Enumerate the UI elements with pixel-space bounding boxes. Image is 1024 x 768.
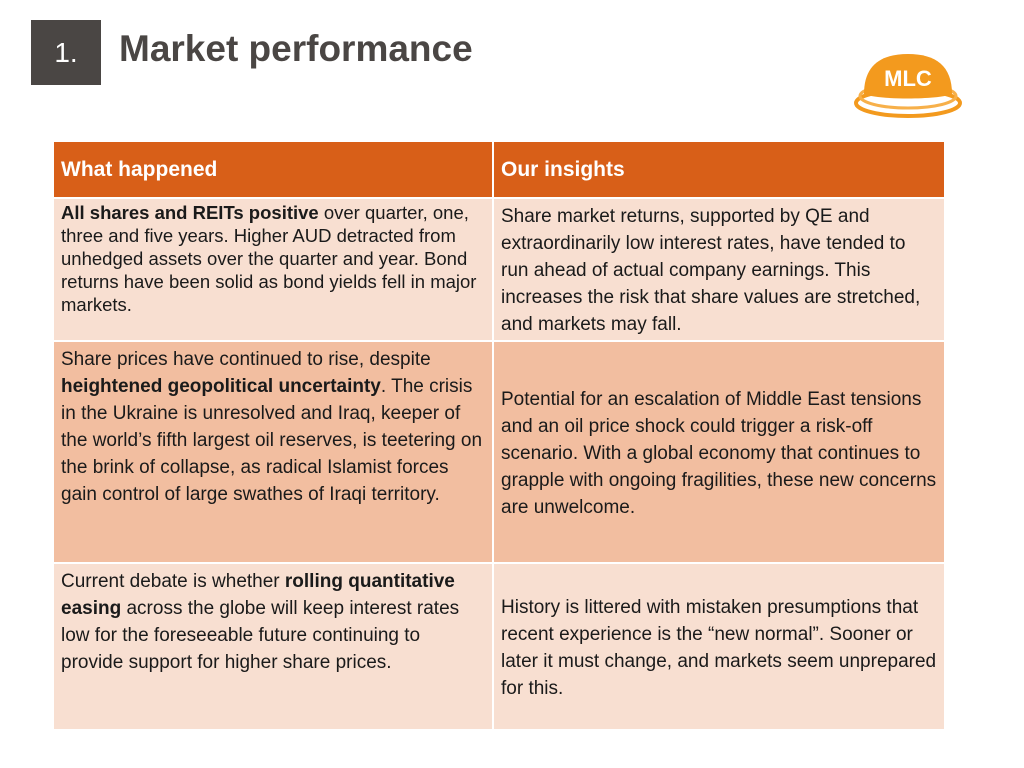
- table-row: Share prices have continued to rise, des…: [52, 340, 946, 564]
- logo-dome: [864, 54, 952, 99]
- bold-phrase: heightened geopolitical uncertainty: [61, 376, 381, 397]
- slide-title: Market performance: [119, 28, 473, 69]
- table-row: Current debate is whether rolling quanti…: [52, 562, 946, 731]
- cell-text-post: . The crisis in the Ukraine is unresolve…: [61, 376, 483, 505]
- market-performance-table: What happened Our insights All shares an…: [52, 140, 946, 731]
- table-row: All shares and REITs positive over quart…: [52, 197, 946, 342]
- mlc-logo: MLC: [854, 54, 962, 118]
- cell-text-pre: Share prices have continued to rise, des…: [61, 349, 431, 370]
- header-what-happened: What happened: [52, 140, 494, 199]
- insight-cell: History is littered with mistaken presum…: [492, 562, 946, 731]
- what-happened-cell: Share prices have continued to rise, des…: [52, 340, 494, 564]
- slide-number: 1.: [31, 20, 101, 85]
- cell-text: over quarter, one, three and five years.…: [61, 202, 477, 315]
- insight-cell: Potential for an escalation of Middle Ea…: [492, 340, 946, 564]
- what-happened-cell: Current debate is whether rolling quanti…: [52, 562, 494, 731]
- insight-cell: Share market returns, supported by QE an…: [492, 197, 946, 342]
- header-our-insights: Our insights: [492, 140, 946, 199]
- logo-text: MLC: [884, 66, 932, 91]
- what-happened-cell: All shares and REITs positive over quart…: [52, 197, 494, 342]
- table-header-row: What happened Our insights: [52, 140, 946, 199]
- bold-lead: All shares and REITs positive: [61, 202, 319, 223]
- bold-phrase: rolling quantitative easing: [61, 571, 455, 619]
- cell-text-post: across the globe will keep interest rate…: [61, 598, 460, 673]
- cell-text-pre: Current debate is whether: [61, 571, 285, 592]
